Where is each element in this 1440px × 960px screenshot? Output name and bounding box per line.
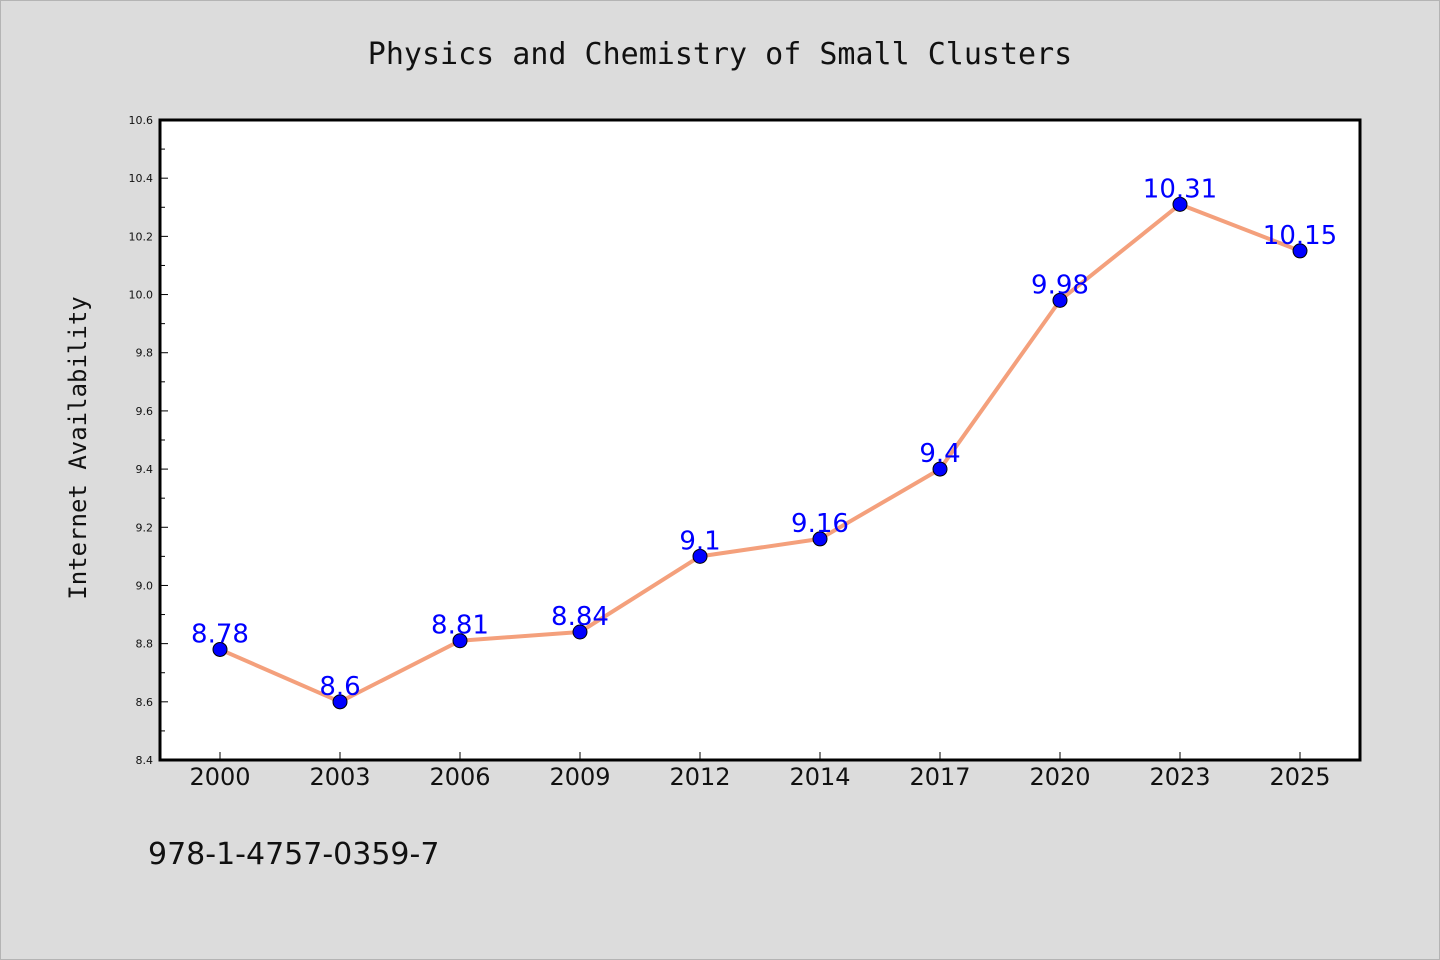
- data-point: [812, 531, 828, 547]
- x-tick-label: 2023: [1149, 763, 1210, 791]
- data-point: [212, 641, 228, 657]
- series-line: [218, 202, 1302, 704]
- y-tick-label: 9.8: [136, 347, 154, 360]
- y-tick-label: 8.4: [136, 754, 154, 767]
- y-axis-ticks: 8.4 8.6 8.8 9.0 9.2 9.4 9.6 9.8 10.0 10.2 10.4 10.6: [129, 114, 168, 767]
- data-label: 10.15: [1263, 221, 1337, 251]
- y-tick-label: 10.0: [129, 289, 154, 302]
- data-point: [332, 694, 348, 710]
- data-point: [1172, 196, 1188, 212]
- x-tick-label: 2006: [429, 763, 490, 791]
- y-tick-label: 9.6: [136, 405, 154, 418]
- footer-isbn: 978-1-4757-0359-7: [148, 837, 439, 872]
- y-tick-label: 10.2: [129, 230, 154, 243]
- data-point: [572, 624, 588, 640]
- data-label: 9.4: [919, 439, 960, 469]
- data-label: 8.78: [191, 619, 249, 649]
- x-tick-label: 2017: [909, 763, 970, 791]
- y-tick-label: 8.8: [136, 638, 154, 651]
- y-tick-label: 9.4: [136, 463, 154, 476]
- data-label: 8.6: [319, 672, 360, 702]
- x-tick-label: 2014: [789, 763, 850, 791]
- data-point: [1052, 292, 1068, 308]
- x-tick-label: 2000: [189, 763, 250, 791]
- y-tick-label: 10.4: [129, 172, 154, 185]
- y-axis-label: Internet Availability: [64, 296, 92, 599]
- data-point: [932, 461, 948, 477]
- data-point: [692, 548, 708, 564]
- x-tick-label: 2009: [549, 763, 610, 791]
- x-tick-label: 2003: [309, 763, 370, 791]
- y-tick-label: 9.0: [136, 579, 154, 592]
- data-label: 9.98: [1031, 270, 1089, 300]
- data-label: 8.81: [431, 611, 489, 641]
- series-layer: [212, 196, 1308, 710]
- chart-title: Physics and Chemistry of Small Clusters: [368, 37, 1072, 72]
- x-axis-ticks: 2000 2003 2006 2009 2012 2014 2017 2020 2023 2025: [189, 752, 1331, 791]
- x-tick-label: 2012: [669, 763, 730, 791]
- y-tick-label: 9.2: [136, 521, 154, 534]
- data-label: 8.84: [551, 602, 609, 632]
- data-point: [452, 633, 468, 649]
- data-label-layer: 8.78 8.6 8.81 8.84 9.1 9.16 9.4 9.98 10.31 10.15: [191, 174, 1337, 701]
- x-tick-label: 2020: [1029, 763, 1090, 791]
- data-label: 9.1: [679, 526, 720, 556]
- y-tick-label: 10.6: [129, 114, 154, 127]
- data-label: 9.16: [791, 509, 849, 539]
- plot-area: [158, 118, 1362, 762]
- x-tick-label: 2025: [1269, 763, 1330, 791]
- y-tick-label: 8.6: [136, 696, 154, 709]
- data-point: [1292, 243, 1308, 259]
- data-label: 10.31: [1143, 174, 1217, 204]
